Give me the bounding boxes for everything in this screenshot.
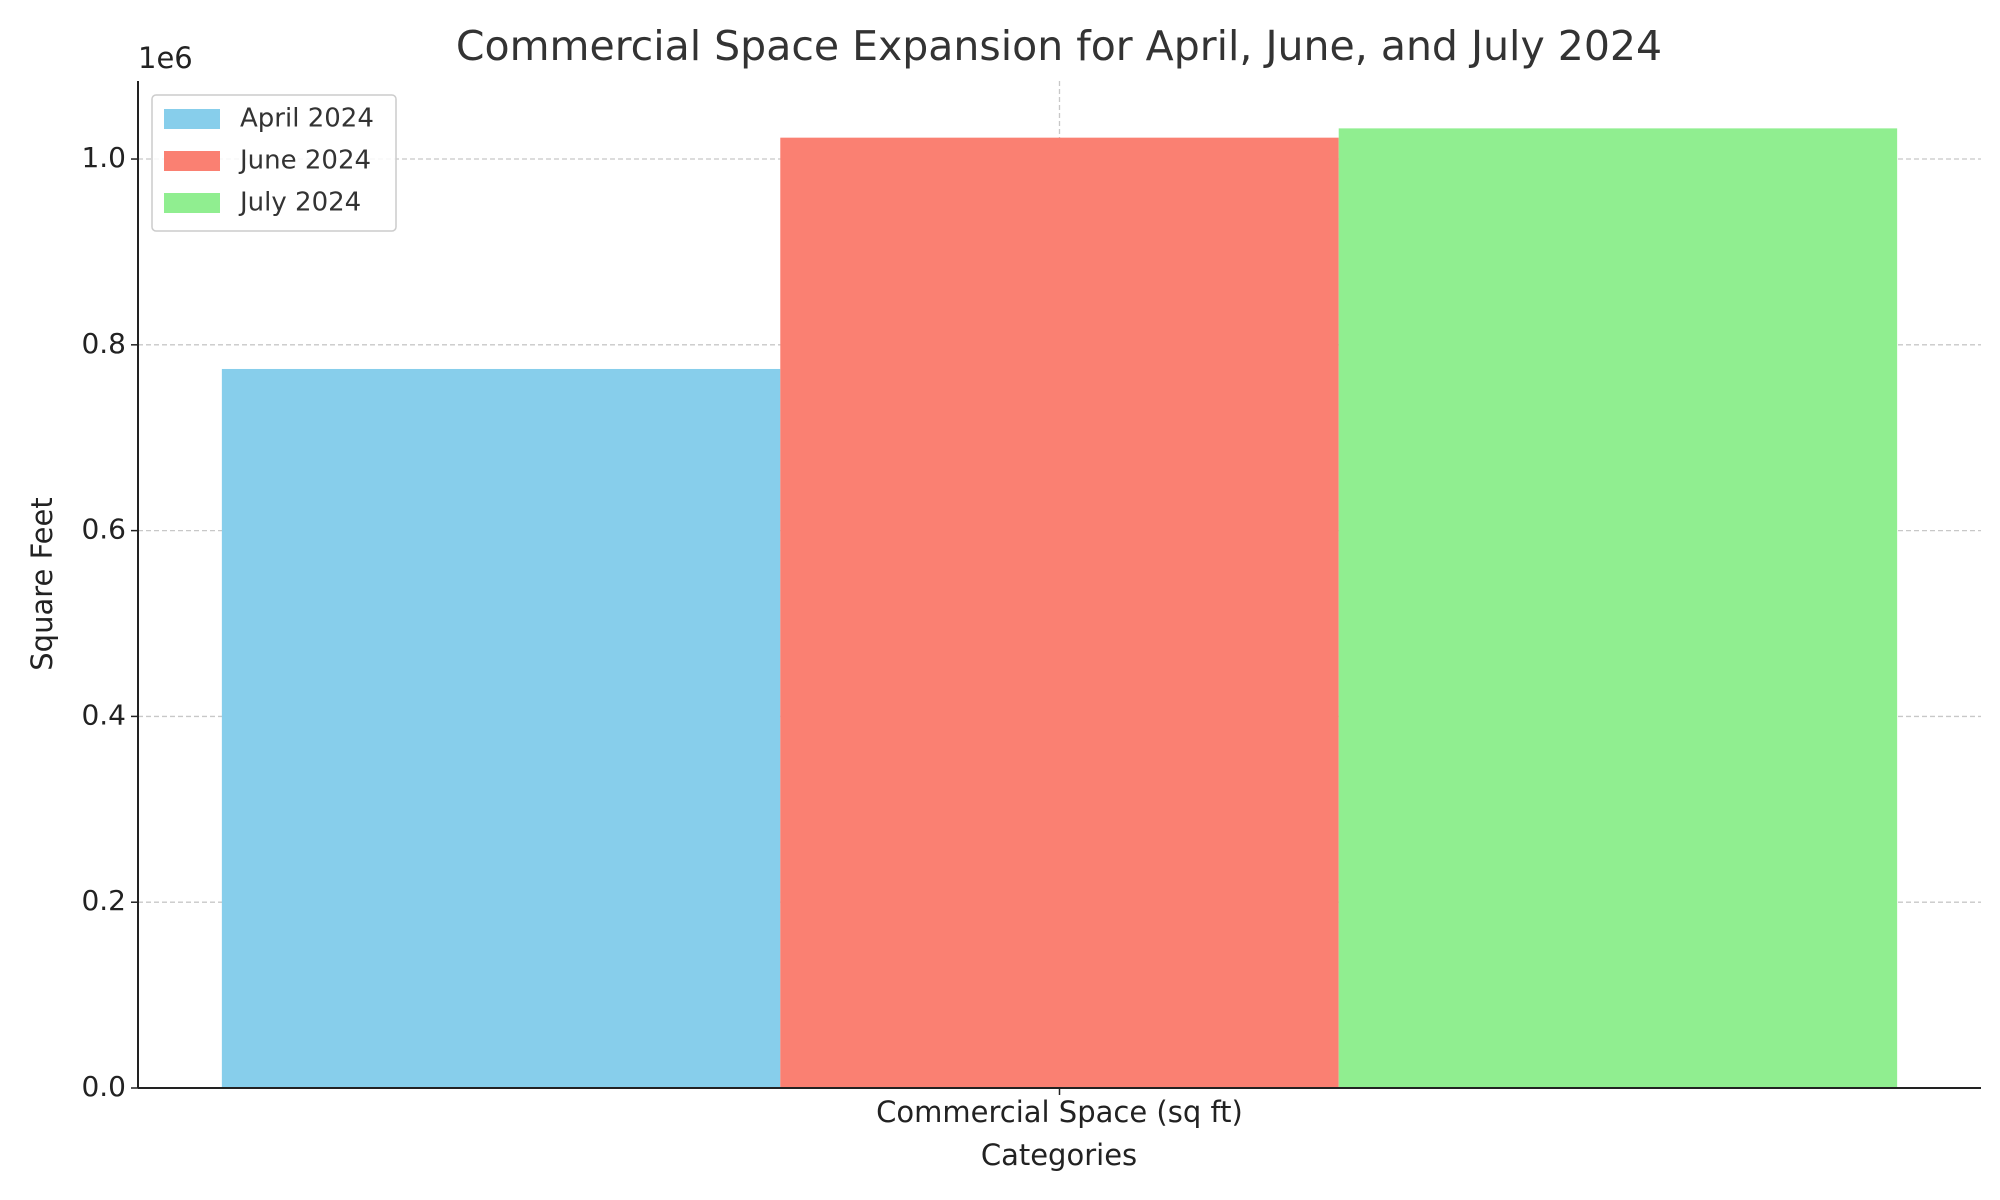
y-tick-label: 0.8 — [81, 327, 126, 360]
y-tick-label: 0.0 — [81, 1070, 126, 1103]
y-tick-label: 1.0 — [81, 141, 126, 174]
y-tick-label: 0.4 — [81, 698, 126, 731]
legend-label: April 2024 — [240, 104, 374, 134]
legend-swatch — [164, 151, 220, 171]
bar — [221, 368, 781, 1088]
chart-title: Commercial Space Expansion for April, Ju… — [456, 22, 1662, 70]
legend-swatch — [164, 109, 220, 129]
legend: April 2024 June 2024 July 2024 — [151, 94, 397, 232]
bar — [1338, 128, 1898, 1088]
bar — [780, 137, 1339, 1088]
x-tick-label: Commercial Space (sq ft) — [876, 1095, 1243, 1129]
legend-swatch — [164, 193, 220, 213]
x-axis-label: Categories — [981, 1138, 1137, 1172]
y-offset-label: 1e6 — [138, 41, 193, 75]
y-tick-label: 0.2 — [81, 884, 126, 917]
y-tick-label: 0.6 — [81, 513, 126, 546]
legend-label: June 2024 — [238, 146, 371, 176]
y-axis-label: Square Feet — [25, 497, 59, 670]
legend-label: July 2024 — [238, 188, 361, 218]
